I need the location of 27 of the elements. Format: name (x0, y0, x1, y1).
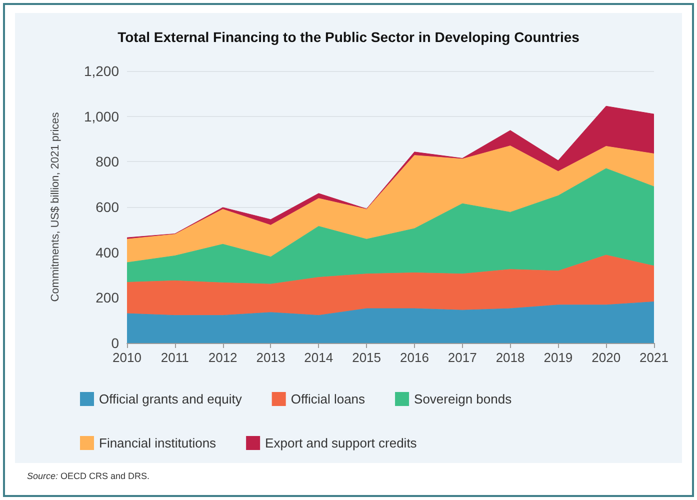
legend-label: Sovereign bonds (414, 392, 512, 406)
x-tick-label: 2012 (208, 350, 238, 365)
x-tick-label: 2010 (112, 350, 142, 365)
y-tick-label: 800 (96, 154, 120, 170)
x-tick-label: 2017 (448, 350, 477, 365)
legend-label: Financial institutions (99, 436, 217, 450)
y-tick-label: 600 (96, 199, 120, 215)
x-tick-label: 2014 (304, 350, 334, 365)
x-tick-label: 2018 (496, 350, 525, 365)
y-tick-label: 400 (96, 244, 120, 260)
x-tick-label: 2013 (256, 350, 286, 365)
y-tick-label: 1,000 (84, 108, 120, 124)
x-tick-label: 2020 (592, 350, 621, 365)
legend-label: Export and support credits (265, 436, 418, 450)
x-tick-label: 2019 (544, 350, 573, 365)
x-tick-label: 2021 (640, 350, 668, 365)
y-tick-label: 0 (111, 335, 120, 351)
chart-title: Total External Financing to the Public Sector in Developing Countries (118, 29, 580, 45)
source-note: Source: OECD CRS and DRS. (27, 471, 150, 481)
x-tick-label: 2016 (400, 350, 429, 365)
y-axis-title: Commitments, US$ billion, 2021 prices (50, 112, 62, 302)
x-tick-label: 2011 (160, 350, 189, 365)
legend-label: Official loans (290, 392, 366, 406)
legend-label: Official grants and equity (99, 392, 242, 406)
x-tick-label: 2015 (352, 350, 382, 365)
y-tick-label: 1,200 (84, 63, 120, 79)
y-tick-label: 200 (96, 290, 120, 306)
